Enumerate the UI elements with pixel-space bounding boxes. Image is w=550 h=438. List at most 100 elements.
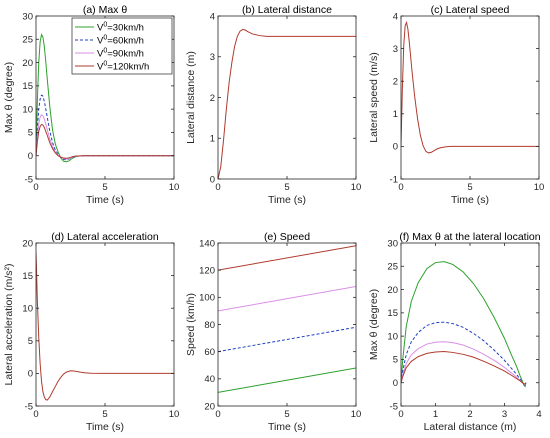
series-line-v0-30km-h bbox=[218, 367, 356, 393]
x-axis-label: Time (s) bbox=[86, 194, 124, 206]
x-tick-label: 10 bbox=[351, 182, 362, 193]
x-tick-label: 10 bbox=[534, 182, 545, 193]
series-line-main bbox=[218, 28, 356, 179]
panel-title: (c) Lateral speed bbox=[431, 4, 510, 16]
y-tick-label: 100 bbox=[199, 293, 215, 304]
y-tick-label: 120 bbox=[199, 265, 215, 276]
axes-frame bbox=[217, 15, 357, 180]
y-tick-label: 80 bbox=[204, 320, 215, 331]
y-tick-label: 10 bbox=[387, 331, 398, 342]
x-tick-label: 0 bbox=[398, 182, 403, 193]
x-axis-label: Time (s) bbox=[268, 421, 306, 433]
y-tick-label: -1 bbox=[390, 174, 398, 185]
panel-title: (b) Lateral distance bbox=[242, 4, 332, 16]
panel-e: 0 5 10 20 40 60 80 100 120 140 (e) Speed Time (s) Sp… bbox=[185, 231, 361, 433]
y-tick-label: 30 bbox=[387, 238, 398, 249]
y-axis-label: Max θ (degree) bbox=[368, 289, 380, 360]
y-tick-label: 3 bbox=[210, 52, 215, 63]
y-tick-label: 0 bbox=[393, 142, 398, 153]
y-tick-label: 25 bbox=[387, 262, 398, 273]
x-tick-label: 10 bbox=[169, 182, 180, 193]
x-tick-label: 0 bbox=[215, 409, 220, 420]
x-tick-label: 10 bbox=[351, 409, 362, 420]
y-tick-label: 20 bbox=[387, 285, 398, 296]
y-tick-label: 0 bbox=[393, 378, 398, 389]
x-tick-label: 0 bbox=[33, 182, 38, 193]
y-tick-label: 30 bbox=[22, 11, 33, 22]
series-line-v0-120km-h bbox=[36, 123, 174, 159]
y-tick-label: 4 bbox=[393, 11, 398, 22]
y-tick-label: 1 bbox=[210, 134, 215, 145]
y-tick-label: 5 bbox=[28, 336, 33, 347]
x-tick-label: 5 bbox=[102, 409, 107, 420]
x-axis-label: Lateral distance (m) bbox=[424, 421, 517, 433]
y-tick-label: 0 bbox=[210, 174, 215, 185]
axes-frame bbox=[400, 242, 540, 407]
series-line-main bbox=[401, 20, 539, 154]
panel-title: (f) Max θ at the lateral location bbox=[399, 231, 540, 243]
y-tick-label: 60 bbox=[204, 347, 215, 358]
x-tick-label: 1 bbox=[433, 409, 438, 420]
y-tick-label: 5 bbox=[393, 355, 398, 366]
legend-entry: V0=60km/h bbox=[97, 34, 144, 46]
y-tick-label: 4 bbox=[210, 11, 215, 22]
y-tick-label: 1 bbox=[393, 109, 398, 120]
y-tick-label: 2 bbox=[210, 93, 215, 104]
y-tick-label: 15 bbox=[387, 308, 398, 319]
axes-frame bbox=[217, 242, 357, 407]
y-tick-label: 5 bbox=[28, 128, 33, 139]
y-tick-label: 15 bbox=[22, 271, 33, 282]
panel-title: (a) Max θ bbox=[83, 4, 128, 16]
y-tick-label: 0 bbox=[28, 369, 33, 380]
x-tick-label: 3 bbox=[502, 409, 507, 420]
y-axis-label: Max θ (degree) bbox=[3, 62, 15, 133]
axes-frame bbox=[35, 242, 175, 407]
y-tick-label: 25 bbox=[22, 35, 33, 46]
legend-entry: V0=90km/h bbox=[97, 47, 144, 59]
series-line-main bbox=[36, 252, 174, 401]
y-tick-label: 15 bbox=[22, 81, 33, 92]
x-axis-label: Time (s) bbox=[451, 194, 489, 206]
x-tick-label: 0 bbox=[33, 409, 38, 420]
y-tick-label: 20 bbox=[204, 401, 215, 412]
x-tick-label: 0 bbox=[215, 182, 220, 193]
x-tick-label: 0 bbox=[398, 409, 403, 420]
axes-frame bbox=[400, 15, 540, 180]
y-tick-label: -5 bbox=[25, 401, 33, 412]
y-tick-label: 0 bbox=[28, 151, 33, 162]
y-tick-label: 10 bbox=[22, 104, 33, 115]
x-tick-label: 5 bbox=[284, 409, 289, 420]
x-tick-label: 5 bbox=[284, 182, 289, 193]
series-line-v0-60km-h bbox=[36, 94, 174, 161]
x-tick-label: 5 bbox=[467, 182, 472, 193]
legend: V0=30km/hV0=60km/hV0=90km/hV0=120km/h bbox=[71, 17, 173, 75]
series-line-v0-90km-h bbox=[218, 285, 356, 312]
legend-entry: V0=30km/h bbox=[97, 21, 144, 33]
x-tick-label: 4 bbox=[536, 409, 541, 420]
y-tick-label: -5 bbox=[25, 174, 33, 185]
x-axis-label: Time (s) bbox=[268, 194, 306, 206]
y-tick-label: 40 bbox=[204, 374, 215, 385]
y-tick-label: 140 bbox=[199, 238, 215, 249]
y-axis-label: Lateral acceleration (m/s²) bbox=[3, 264, 15, 386]
panel-title: (d) Lateral acceleration bbox=[51, 231, 159, 243]
x-tick-label: 10 bbox=[169, 409, 180, 420]
y-tick-label: 10 bbox=[22, 304, 33, 315]
y-axis-label: Lateral speed (m/s) bbox=[368, 52, 380, 142]
y-axis-label: Lateral distance (m) bbox=[185, 51, 197, 144]
y-tick-label: 3 bbox=[393, 44, 398, 55]
panel-b: 0 5 10 0 1 2 3 4 (b) Lateral distance Time (s) Lat… bbox=[185, 4, 361, 206]
y-tick-label: 20 bbox=[22, 238, 33, 249]
series-line-v0-90km-h bbox=[401, 341, 527, 386]
legend-entry: V0=120km/h bbox=[97, 60, 149, 72]
y-tick-label: -5 bbox=[390, 401, 398, 412]
panel-title: (e) Speed bbox=[264, 231, 310, 243]
y-axis-label: Speed (km/h) bbox=[185, 293, 197, 356]
y-tick-label: 20 bbox=[22, 58, 33, 69]
x-axis-label: Time (s) bbox=[86, 421, 124, 433]
series-line-v0-120km-h bbox=[401, 351, 527, 385]
